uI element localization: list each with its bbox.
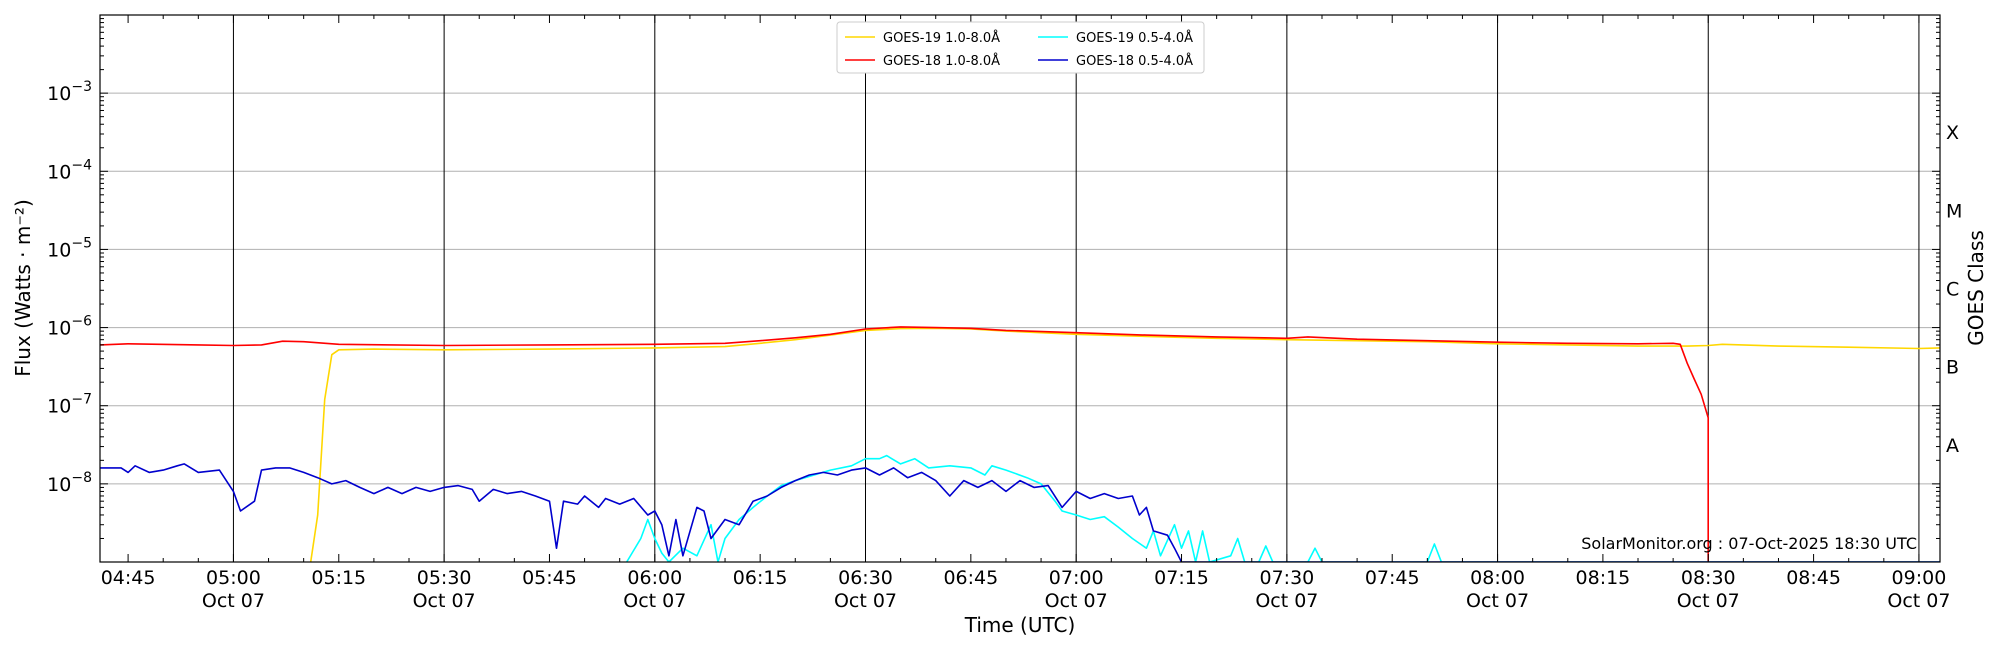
goes-class-label-m: M [1946, 200, 1962, 222]
x-tick-label: 06:00 [627, 567, 682, 589]
x-tick-label: 06:30 [838, 567, 893, 589]
x-tick-date-label: Oct 07 [623, 590, 686, 612]
x-tick-date-label: Oct 07 [202, 590, 265, 612]
x-tick-label: 05:45 [522, 567, 577, 589]
x-tick-date-label: Oct 07 [1045, 590, 1108, 612]
x-tick-date-label: Oct 07 [1255, 590, 1318, 612]
x-tick-label: 05:30 [417, 567, 472, 589]
x-tick-label: 08:30 [1681, 567, 1736, 589]
legend: GOES-19 1.0-8.0Å GOES-18 1.0-8.0Å GOES-19 … [836, 21, 1205, 74]
series-line-3 [626, 454, 1940, 562]
x-tick-label: 05:00 [206, 567, 261, 589]
legend-label-4: GOES-18 0.5-4.0Å [1076, 53, 1193, 69]
x-tick-date-label: Oct 07 [834, 590, 897, 612]
x-tick-label: 08:45 [1786, 567, 1841, 589]
goes-class-label-x: X [1946, 122, 1959, 144]
series-line-2 [100, 326, 1709, 562]
legend-box [836, 21, 1205, 74]
goes-class-label-a: A [1946, 435, 1959, 457]
y-tick-labels: 10−8 10−7 10−6 10−5 10−4 10−3 [47, 79, 92, 496]
x-tick-label: 06:45 [943, 567, 998, 589]
x-tick-date-label: Oct 07 [1677, 590, 1740, 612]
x-axis-title: Time (UTC) [964, 613, 1076, 637]
x-tick-label: 07:15 [1154, 567, 1209, 589]
legend-label-2: GOES-18 1.0-8.0Å [883, 53, 1000, 69]
goes-class-label-b: B [1946, 357, 1959, 379]
x-tick-label: 07:30 [1259, 567, 1314, 589]
y-tick-label: 10−4 [47, 157, 92, 183]
x-tick-date-label: Oct 07 [1466, 590, 1529, 612]
series-layer [100, 326, 1940, 562]
x-tick-date-label: Oct 07 [413, 590, 476, 612]
x-tick-label: 06:15 [733, 567, 788, 589]
x-tick-label: 08:15 [1576, 567, 1631, 589]
legend-label-1: GOES-19 1.0-8.0Å [883, 30, 1000, 46]
series-line-4 [100, 463, 1940, 562]
y-tick-label: 10−6 [47, 314, 92, 340]
x-tick-label: 09:00 [1892, 567, 1947, 589]
x-tick-label: 07:45 [1365, 567, 1420, 589]
goes-class-label-c: C [1946, 279, 1959, 301]
goes-class-labels: A B C M X [1946, 122, 1962, 457]
watermark: SolarMonitor.org : 07-Oct-2025 18:30 UTC [1581, 534, 1917, 553]
legend-label-3: GOES-19 0.5-4.0Å [1076, 30, 1193, 46]
plot-frame [99, 14, 1941, 563]
y-tick-label: 10−7 [47, 392, 92, 418]
x-tick-label: 07:00 [1049, 567, 1104, 589]
tick-layer [100, 15, 1940, 563]
x-tick-label: 04:45 [101, 567, 156, 589]
vertical-lines [232, 15, 1920, 562]
y-tick-label: 10−5 [47, 235, 92, 261]
y-axis-title: Flux (Watts · m⁻²) [11, 199, 35, 377]
x-tick-label: 08:00 [1470, 567, 1525, 589]
grid-layer [100, 92, 1940, 485]
y-tick-label: 10−3 [47, 79, 92, 105]
y-tick-label: 10−8 [47, 470, 92, 496]
y2-axis-title: GOES Class [1964, 230, 1988, 346]
x-tick-date-label: Oct 07 [1887, 590, 1950, 612]
x-tick-label: 05:15 [311, 567, 366, 589]
